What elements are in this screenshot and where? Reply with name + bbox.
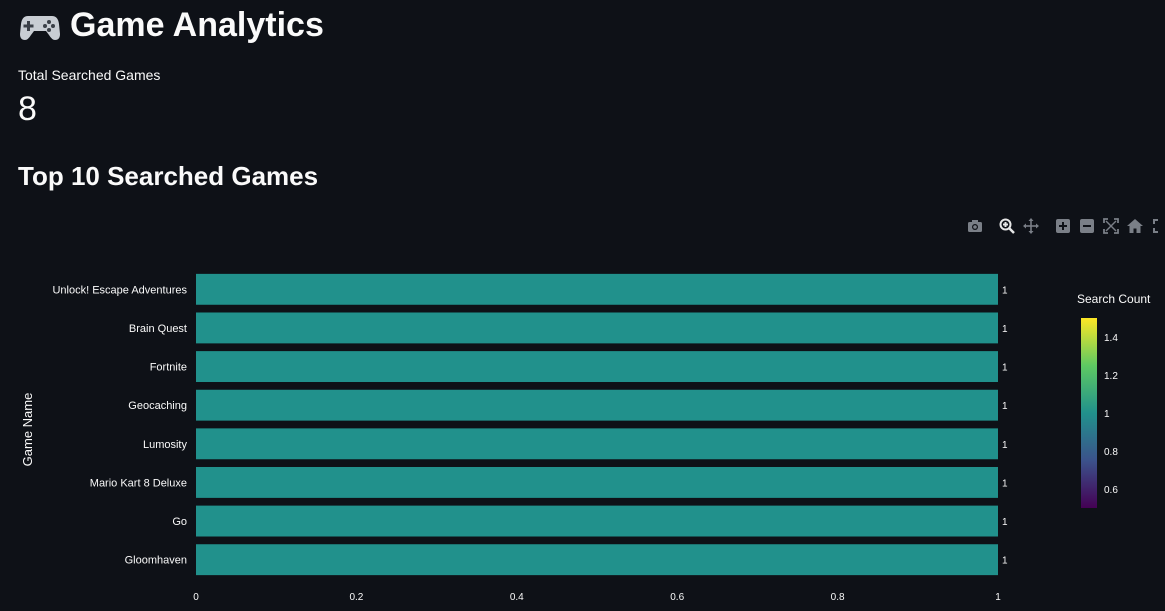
data-label: 1 [1002,324,1008,335]
colorbar-tick-label: 0.6 [1104,485,1118,496]
x-tick-label: 0.2 [349,592,363,603]
x-tick-label: 0.4 [510,592,524,603]
pan-icon[interactable] [1022,216,1040,236]
colorbar-tick-label: 0.8 [1104,447,1118,458]
app-title-text: Game Analytics [70,6,324,44]
zoom-out-icon[interactable] [1078,216,1096,236]
data-label: 1 [1002,478,1008,489]
metric-label: Total Searched Games [18,67,161,83]
y-tick-label: Lumosity [143,439,188,451]
colorbar-tick-label: 1.4 [1104,333,1118,344]
bar[interactable] [196,389,998,421]
y-tick-label: Brain Quest [129,323,187,335]
bar[interactable] [196,273,998,305]
home-icon[interactable] [1126,216,1144,236]
data-label: 1 [1002,401,1008,412]
x-tick-label: 0.8 [831,592,845,603]
colorbar [1081,318,1097,508]
fullscreen-icon[interactable] [1150,216,1165,236]
chart-modebar [966,216,1165,236]
data-label: 1 [1002,556,1008,567]
data-label: 1 [1002,440,1008,451]
colorbar-title: Search Count [1077,292,1151,306]
zoom-in-icon[interactable] [1054,216,1072,236]
bar[interactable] [196,544,998,576]
colorbar-tick-label: 1 [1104,409,1110,420]
data-label: 1 [1002,363,1008,374]
bar[interactable] [196,351,998,383]
x-tick-label: 1 [995,592,1001,603]
y-tick-label: Go [172,516,187,528]
data-label: 1 [1002,517,1008,528]
bar[interactable] [196,428,998,460]
autoscale-icon[interactable] [1102,216,1120,236]
bar-chart: Unlock! Escape Adventures 1 Brain Quest 1 Fo… [20,273,1151,603]
total-searched-metric: Total Searched Games 8 [18,66,160,130]
camera-icon[interactable] [966,216,984,236]
y-tick-label: Unlock! Escape Adventures [52,284,187,296]
x-tick-label: 0 [193,592,199,603]
app-title: Game Analytics [18,4,324,46]
y-tick-label: Gloomhaven [125,555,187,567]
x-tick-label: 0.6 [670,592,684,603]
data-label: 1 [1002,285,1008,296]
section-title: Top 10 Searched Games [18,161,319,191]
y-tick-label: Mario Kart 8 Deluxe [90,477,187,489]
y-tick-label: Geocaching [128,400,187,412]
metric-value: 8 [18,90,37,128]
bar[interactable] [196,505,998,537]
colorbar-tick-label: 1.2 [1104,371,1118,382]
zoom-icon[interactable] [998,216,1016,236]
bar[interactable] [196,312,998,344]
bar[interactable] [196,466,998,498]
y-tick-label: Fortnite [150,362,187,374]
y-axis-label: Game Name [20,393,35,467]
gamepad-icon [18,4,62,46]
